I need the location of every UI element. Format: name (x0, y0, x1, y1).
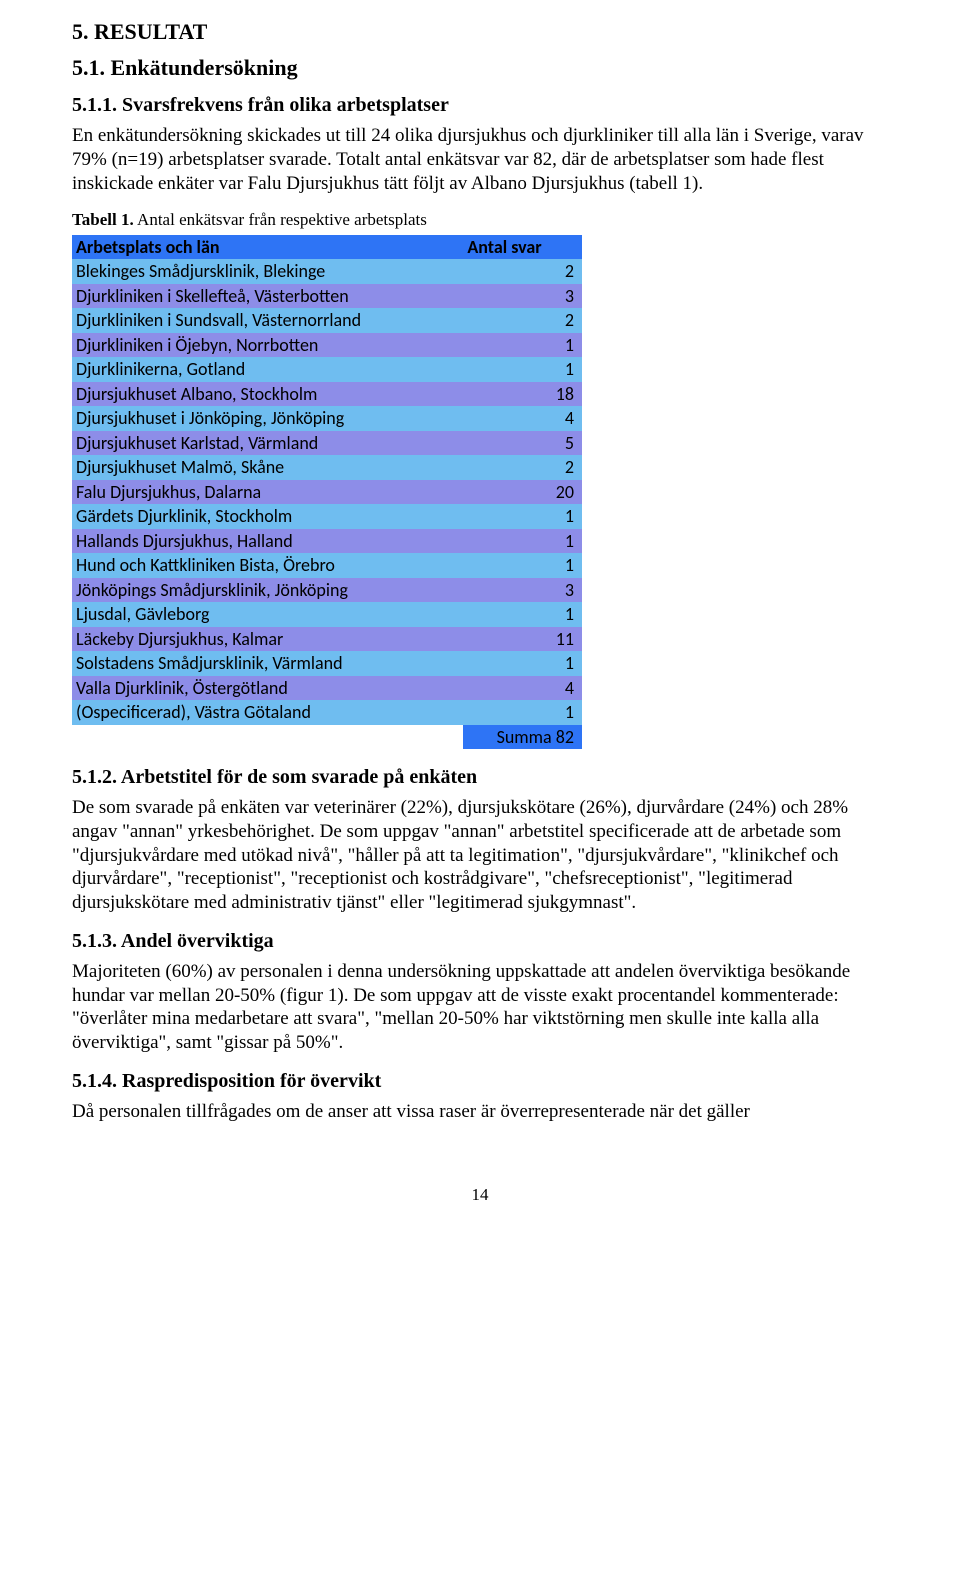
body-paragraph: De som svarade på enkäten var veterinäre… (72, 796, 888, 915)
count-cell: 20 (463, 480, 582, 505)
subsubsection-heading: 5.1.4. Raspredisposition för övervikt (72, 1069, 888, 1094)
workplace-cell: Djursjukhuset Albano, Stockholm (72, 382, 463, 407)
subsection-heading: 5.1. Enkätundersökning (72, 54, 888, 82)
table-header-count: Antal svar (463, 235, 582, 260)
count-cell: 1 (463, 602, 582, 627)
workplace-cell: Ljusdal, Gävleborg (72, 602, 463, 627)
table-row: Djurkliniken i Sundsvall, Västernorrland… (72, 308, 582, 333)
count-cell: 5 (463, 431, 582, 456)
count-cell: 3 (463, 284, 582, 309)
sum-spacer (72, 725, 463, 750)
workplace-cell: Falu Djursjukhus, Dalarna (72, 480, 463, 505)
workplace-cell: Djurkliniken i Skellefteå, Västerbotten (72, 284, 463, 309)
table-row: Djurkliniken i Skellefteå, Västerbotten3 (72, 284, 582, 309)
table-row: Valla Djurklinik, Östergötland4 (72, 676, 582, 701)
workplace-cell: Valla Djurklinik, Östergötland (72, 676, 463, 701)
workplace-cell: Solstadens Smådjursklinik, Värmland (72, 651, 463, 676)
workplace-cell: Djursjukhuset Karlstad, Värmland (72, 431, 463, 456)
table-row: (Ospecificerad), Västra Götaland1 (72, 700, 582, 725)
workplace-cell: Hallands Djursjukhus, Halland (72, 529, 463, 554)
subsubsection-heading: 5.1.1. Svarsfrekvens från olika arbetspl… (72, 93, 888, 118)
workplace-cell: Hund och Kattkliniken Bista, Örebro (72, 553, 463, 578)
workplace-cell: Djurkliniken i Sundsvall, Västernorrland (72, 308, 463, 333)
table-row: Solstadens Smådjursklinik, Värmland1 (72, 651, 582, 676)
table-row: Falu Djursjukhus, Dalarna20 (72, 480, 582, 505)
count-cell: 1 (463, 529, 582, 554)
table-sum-row: Summa 82 (72, 725, 582, 750)
body-paragraph: Då personalen tillfrågades om de anser a… (72, 1100, 888, 1124)
table-row: Hallands Djursjukhus, Halland1 (72, 529, 582, 554)
body-paragraph: Majoriteten (60%) av personalen i denna … (72, 960, 888, 1055)
workplace-cell: (Ospecificerad), Västra Götaland (72, 700, 463, 725)
workplace-cell: Läckeby Djursjukhus, Kalmar (72, 627, 463, 652)
table-row: Hund och Kattkliniken Bista, Örebro1 (72, 553, 582, 578)
count-cell: 4 (463, 406, 582, 431)
count-cell: 2 (463, 308, 582, 333)
table-row: Djursjukhuset Albano, Stockholm18 (72, 382, 582, 407)
count-cell: 4 (463, 676, 582, 701)
table-caption-lead: Tabell 1. (72, 210, 134, 229)
body-paragraph: En enkätundersökning skickades ut till 2… (72, 124, 888, 195)
count-cell: 1 (463, 700, 582, 725)
table-caption-rest: Antal enkätsvar från respektive arbetspl… (134, 210, 427, 229)
page-number: 14 (72, 1184, 888, 1205)
count-cell: 2 (463, 455, 582, 480)
workplace-cell: Djursjukhuset Malmö, Skåne (72, 455, 463, 480)
workplace-cell: Djursjukhuset i Jönköping, Jönköping (72, 406, 463, 431)
table-row: Djurklinikerna, Gotland1 (72, 357, 582, 382)
table-row: Gärdets Djurklinik, Stockholm1 (72, 504, 582, 529)
count-cell: 1 (463, 333, 582, 358)
table-row: Läckeby Djursjukhus, Kalmar11 (72, 627, 582, 652)
count-cell: 1 (463, 651, 582, 676)
table-row: Jönköpings Smådjursklinik, Jönköping3 (72, 578, 582, 603)
count-cell: 1 (463, 553, 582, 578)
sum-cell: Summa 82 (463, 725, 582, 750)
count-cell: 11 (463, 627, 582, 652)
count-cell: 1 (463, 504, 582, 529)
table-caption: Tabell 1. Antal enkätsvar från respektiv… (72, 209, 888, 230)
table-row: Djursjukhuset Malmö, Skåne2 (72, 455, 582, 480)
workplace-cell: Gärdets Djurklinik, Stockholm (72, 504, 463, 529)
count-cell: 2 (463, 259, 582, 284)
workplace-cell: Djurklinikerna, Gotland (72, 357, 463, 382)
table-row: Djursjukhuset Karlstad, Värmland5 (72, 431, 582, 456)
count-cell: 3 (463, 578, 582, 603)
subsubsection-heading: 5.1.3. Andel överviktiga (72, 929, 888, 954)
workplace-cell: Jönköpings Smådjursklinik, Jönköping (72, 578, 463, 603)
count-cell: 18 (463, 382, 582, 407)
section-heading: 5. RESULTAT (72, 18, 888, 46)
table-row: Djursjukhuset i Jönköping, Jönköping4 (72, 406, 582, 431)
count-cell: 1 (463, 357, 582, 382)
table-row: Blekinges Smådjursklinik, Blekinge2 (72, 259, 582, 284)
survey-table: Arbetsplats och länAntal svarBlekinges S… (72, 235, 582, 750)
table-row: Djurkliniken i Öjebyn, Norrbotten1 (72, 333, 582, 358)
table-header-workplace: Arbetsplats och län (72, 235, 463, 260)
subsubsection-heading: 5.1.2. Arbetstitel för de som svarade på… (72, 765, 888, 790)
workplace-cell: Djurkliniken i Öjebyn, Norrbotten (72, 333, 463, 358)
table-row: Ljusdal, Gävleborg1 (72, 602, 582, 627)
workplace-cell: Blekinges Smådjursklinik, Blekinge (72, 259, 463, 284)
